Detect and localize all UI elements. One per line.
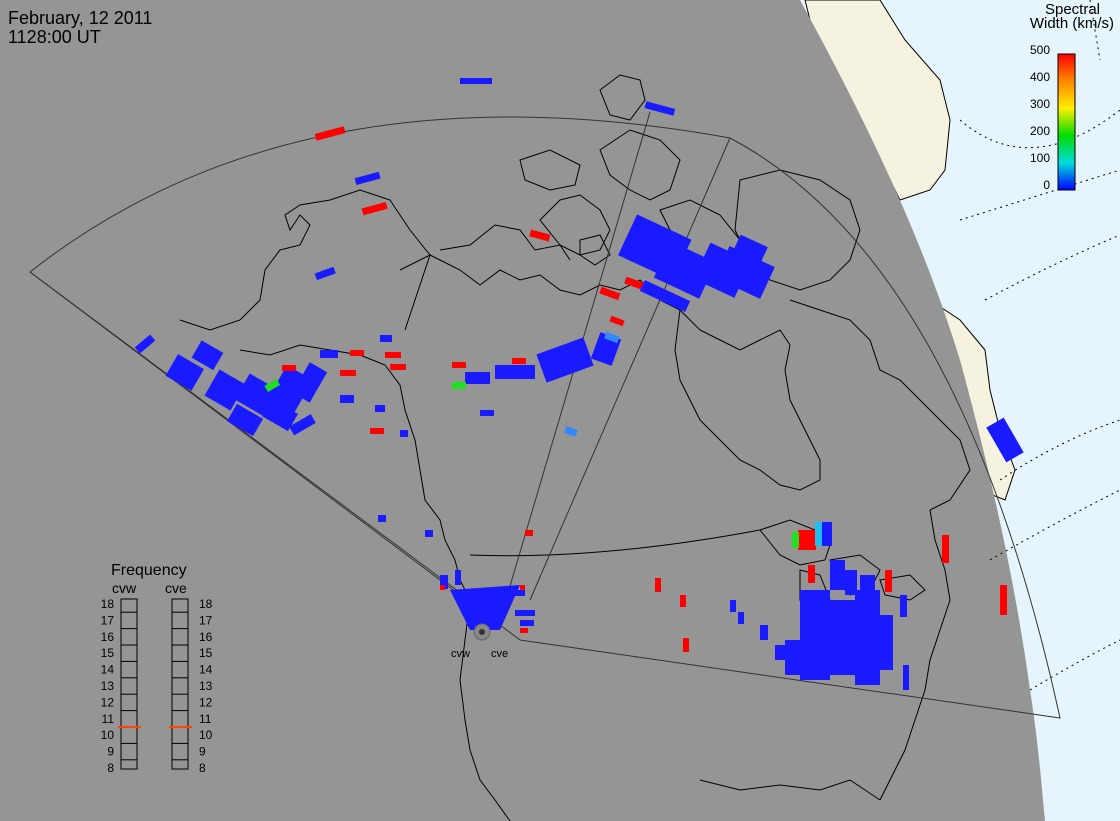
frequency-label-right: 18 — [199, 597, 213, 611]
date-label: February, 12 2011 — [8, 8, 152, 28]
frequency-labels: 18 18 17 17 16 16 15 15 14 14 13 13 12 12 11 11 10 10 9 9 8 8 — [101, 597, 213, 775]
frequency-radar-cve: cve — [165, 580, 187, 596]
frequency-label-left: 9 — [107, 745, 114, 759]
colorbar-title-line1: Spectral — [1045, 1, 1100, 18]
echo-cells-near-radar — [440, 570, 535, 630]
frequency-label-right: 11 — [199, 712, 212, 726]
frequency-label-left: 8 — [107, 761, 114, 775]
frequency-label-right: 10 — [199, 728, 213, 742]
echo-cells-red — [282, 126, 1007, 652]
frequency-label-right: 14 — [199, 663, 213, 677]
frequency-label-right: 17 — [199, 613, 213, 627]
frequency-label-right: 8 — [199, 761, 206, 775]
echo-cells-us — [730, 417, 1024, 690]
frequency-label-left: 14 — [101, 663, 115, 677]
radar-label-cvw: cvw — [451, 648, 470, 660]
frequency-title: Frequency — [111, 562, 187, 579]
frequency-label-right: 16 — [199, 630, 213, 644]
echo-cells-canada — [465, 214, 775, 416]
colorbar-tick: 0 — [1043, 178, 1050, 192]
frequency-label-left: 10 — [101, 728, 115, 742]
colorbar-tick: 100 — [1030, 151, 1050, 165]
colorbar-tick: 300 — [1030, 97, 1050, 111]
colorbar-tick: 500 — [1030, 43, 1050, 57]
frequency-label-left: 13 — [101, 679, 115, 693]
colorbar-gradient — [1057, 53, 1076, 191]
frequency-column-cve — [171, 598, 189, 770]
night-shade — [0, 0, 1045, 821]
echo-cells-light-blue — [563, 331, 832, 546]
spectral-width-colorbar: Spectral Width (km/s) 500 400 300 200 10… — [1030, 1, 1114, 192]
frequency-label-right: 13 — [199, 679, 213, 693]
frequency-label-right: 9 — [199, 745, 206, 759]
frequency-label-left: 18 — [101, 597, 115, 611]
frequency-label-left: 12 — [101, 695, 115, 709]
frequency-label-left: 15 — [101, 646, 115, 660]
frequency-label-right: 15 — [199, 646, 213, 660]
radar-site-dot — [479, 629, 485, 635]
frequency-label-left: 16 — [101, 630, 115, 644]
colorbar-title-line2: Width (km/s) — [1030, 15, 1114, 32]
colorbar-tick: 200 — [1030, 124, 1050, 138]
frequency-label-left: 11 — [102, 712, 115, 726]
colorbar-tick: 400 — [1030, 70, 1050, 84]
frequency-label-right: 12 — [199, 695, 213, 709]
frequency-label-left: 17 — [101, 613, 115, 627]
echo-cells-green — [264, 378, 799, 548]
geo-grid — [959, 0, 1120, 691]
time-label: 1128:00 UT — [8, 27, 101, 47]
frequency-panel: Frequency cvw cve 18 18 17 17 16 16 15 15 14 14 13… — [101, 562, 213, 775]
radar-label-cve: cve — [491, 648, 508, 660]
frequency-column-cvw — [120, 598, 138, 770]
echo-cells-near-radar-red — [440, 585, 528, 633]
echo-cells-alaska — [134, 78, 676, 537]
frequency-radar-cvw: cvw — [112, 580, 137, 596]
